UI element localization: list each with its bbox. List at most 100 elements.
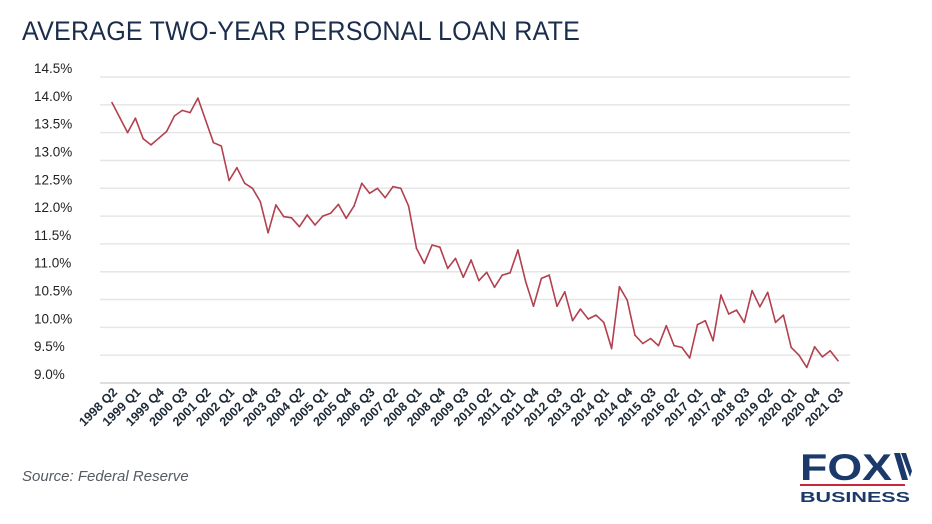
data-point: [134, 117, 137, 119]
data-point: [501, 274, 504, 276]
data-point: [524, 280, 527, 283]
data-point: [407, 205, 410, 207]
data-point: [368, 192, 371, 195]
data-point: [548, 274, 550, 276]
y-tick-label: 9.5%: [34, 339, 65, 354]
data-point: [470, 259, 472, 261]
data-point: [400, 187, 402, 190]
data-point: [696, 323, 699, 326]
data-point: [540, 277, 543, 280]
data-point: [236, 166, 238, 169]
data-point: [517, 249, 519, 251]
data-point: [665, 324, 668, 327]
data-point: [111, 101, 113, 104]
data-point: [298, 225, 301, 228]
y-tick-label: 10.0%: [34, 311, 72, 326]
data-point: [688, 357, 691, 359]
data-point: [634, 334, 636, 336]
chart-title: AVERAGE TWO-YEAR PERSONAL LOAN RATE: [22, 16, 581, 46]
data-point: [821, 356, 824, 358]
data-point: [587, 318, 589, 320]
data-point: [759, 305, 761, 308]
data-point: [290, 216, 293, 219]
data-point: [197, 97, 199, 99]
data-point: [267, 231, 269, 234]
data-point: [649, 337, 652, 340]
data-point: [813, 346, 816, 348]
data-point: [353, 205, 355, 207]
data-point: [446, 267, 449, 270]
y-tick-label: 9.0%: [34, 367, 65, 382]
data-point: [204, 119, 207, 122]
data-point: [595, 314, 597, 316]
data-point: [673, 344, 675, 347]
data-point: [439, 246, 441, 249]
data-point: [478, 279, 480, 282]
data-point: [259, 200, 262, 203]
data-point: [173, 115, 176, 117]
data-point: [556, 305, 558, 308]
data-point: [345, 217, 347, 220]
y-tick-label: 11.0%: [34, 256, 71, 271]
data-point: [158, 137, 160, 139]
data-point: [751, 289, 753, 292]
data-point: [798, 354, 800, 356]
data-point: [681, 346, 683, 349]
data-point: [766, 291, 769, 294]
data-point: [282, 215, 285, 218]
data-point: [220, 145, 223, 147]
data-point: [774, 321, 777, 324]
data-point: [275, 204, 277, 206]
svg-text:BUSINESS: BUSINESS: [800, 489, 910, 505]
data-point: [142, 137, 145, 140]
data-point: [532, 305, 535, 308]
y-tick-label: 10.5%: [34, 284, 72, 299]
data-point: [423, 262, 426, 265]
data-point: [805, 366, 808, 369]
data-point: [306, 214, 308, 216]
data-point: [720, 294, 722, 296]
data-point: [119, 116, 121, 119]
data-point: [642, 342, 644, 345]
data-point: [321, 215, 324, 217]
data-point: [181, 109, 184, 112]
data-point: [485, 271, 488, 274]
data-point: [415, 247, 418, 250]
data-point: [228, 179, 230, 182]
y-tick-label: 14.0%: [34, 89, 72, 104]
y-tick-label: 13.5%: [34, 117, 72, 132]
data-point: [790, 346, 792, 349]
data-point: [782, 314, 785, 316]
data-point: [337, 203, 340, 206]
data-point: [563, 290, 566, 293]
data-point: [361, 182, 363, 185]
data-point: [735, 309, 738, 311]
data-point: [251, 187, 254, 190]
data-point: [329, 212, 332, 215]
y-tick-label: 14.5%: [34, 61, 72, 76]
data-point: [704, 319, 707, 322]
data-point: [150, 144, 152, 146]
fox-business-logo: FOX BUSINESS: [800, 449, 912, 505]
y-tick-label: 11.5%: [34, 228, 71, 243]
data-point: [509, 272, 511, 274]
data-point: [165, 130, 168, 133]
data-point: [571, 319, 574, 322]
data-point: [493, 286, 496, 289]
data-point: [462, 276, 465, 279]
data-point: [212, 141, 215, 144]
y-tick-label: 13.0%: [34, 144, 72, 159]
data-point: [610, 347, 613, 350]
y-tick-label: 12.0%: [34, 200, 72, 215]
series-line: [111, 97, 839, 369]
data-point: [243, 182, 246, 185]
data-point: [837, 359, 839, 362]
data-point: [727, 313, 730, 315]
data-point: [314, 224, 316, 226]
data-point: [392, 185, 394, 188]
data-point: [579, 308, 582, 310]
data-point: [618, 285, 621, 288]
data-point: [454, 257, 457, 260]
data-point: [603, 321, 605, 324]
